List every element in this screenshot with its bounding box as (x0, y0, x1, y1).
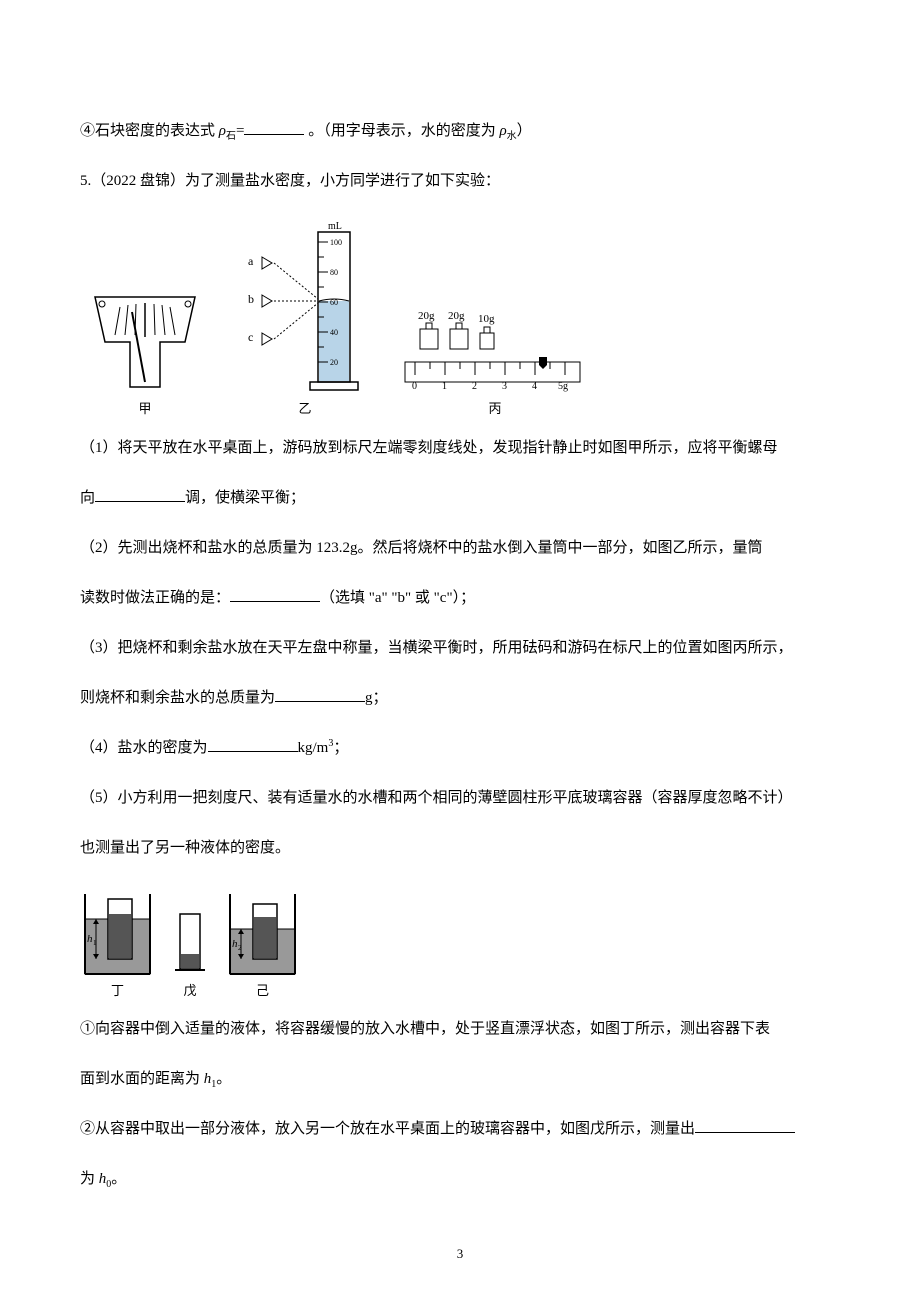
eye-c: c (248, 330, 253, 344)
q5-heading: 5.（2022 盘锦）为了测量盐水密度，小方同学进行了如下实验： (80, 160, 840, 202)
figure-jia: 甲 (80, 287, 210, 417)
p3b-suffix: g； (365, 690, 388, 706)
figure-row-1: 甲 a b c mL 100 80 60 40 20 (80, 217, 840, 417)
svg-text:80: 80 (330, 268, 338, 277)
q4-4-close: ） (517, 123, 532, 139)
label-yi: 乙 (240, 401, 370, 417)
label-jia: 甲 (80, 401, 210, 417)
p1b-suffix: 调，使横梁平衡； (185, 490, 305, 506)
svg-text:1: 1 (93, 939, 97, 947)
svg-text:60: 60 (330, 298, 338, 307)
page-number: 3 (457, 1236, 464, 1272)
rho-water: ρ (499, 123, 506, 139)
q5-p4: （4）盐水的密度为kg/m3； (80, 727, 840, 769)
figure-ji: h 2 己 (225, 884, 300, 999)
blank-direction[interactable] (95, 484, 185, 502)
figure-wu: 戊 (170, 884, 210, 999)
wu-svg (170, 884, 210, 979)
cyl-unit: mL (328, 221, 342, 232)
figure-ding: h 1 丁 (80, 884, 155, 999)
svg-text:10g: 10g (478, 313, 495, 325)
q5-step1b: 面到水面的距离为 h1。 (80, 1058, 840, 1100)
q4-item4: ④石块密度的表达式 ρ石= 。（用字母表示，水的密度为 ρ水） (80, 110, 840, 152)
q5-step2b: 为 h0。 (80, 1158, 840, 1200)
q4-4-suffix: 。（用字母表示，水的密度为 (308, 123, 496, 139)
figure-row-2: h 1 丁 戊 h 2 己 (80, 884, 840, 999)
figure-yi: a b c mL 100 80 60 40 20 (240, 217, 370, 417)
svg-text:4: 4 (532, 381, 537, 392)
p4-unit: kg/m (298, 740, 329, 756)
equals: = (236, 123, 244, 139)
q5-step2a: ②从容器中取出一部分液体，放入另一个放在水平桌面上的玻璃容器中，如图戊所示，测量… (80, 1108, 840, 1150)
svg-text:2: 2 (472, 381, 477, 392)
p2b-suffix: （选填 "a" "b" 或 "c"）； (320, 590, 475, 606)
step2b-prefix: 为 (80, 1171, 99, 1187)
weights-svg: 20g 20g 10g 0 1 2 3 4 5g (400, 307, 590, 397)
svg-text:40: 40 (330, 328, 338, 337)
p4-suffix: ； (333, 740, 348, 756)
q5-p2a: （2）先测出烧杯和盐水的总质量为 123.2g。然后将烧杯中的盐水倒入量筒中一部… (80, 527, 840, 569)
blank-density[interactable] (208, 734, 298, 752)
q4-4-prefix: ④石块密度的表达式 (80, 123, 215, 139)
label-ding: 丁 (80, 983, 155, 999)
svg-text:20g: 20g (448, 310, 465, 322)
step2a-text: ②从容器中取出一部分液体，放入另一个放在水平桌面上的玻璃容器中，如图戊所示，测量… (80, 1121, 695, 1137)
label-ji: 己 (225, 983, 300, 999)
label-bing: 丙 (400, 401, 590, 417)
svg-text:100: 100 (330, 238, 342, 247)
eye-a: a (248, 254, 254, 268)
p4-prefix: （4）盐水的密度为 (80, 740, 208, 756)
blank-measure[interactable] (695, 1115, 795, 1133)
q5-p3b: 则烧杯和剩余盐水的总质量为 g； (80, 677, 840, 719)
q5-step1a: ①向容器中倒入适量的液体，将容器缓慢的放入水槽中，处于竖直漂浮状态，如图丁所示，… (80, 1008, 840, 1050)
q5-p1b: 向 调，使横梁平衡； (80, 477, 840, 519)
rho-stone: ρ (219, 123, 226, 139)
svg-text:1: 1 (442, 381, 447, 392)
p1b-prefix: 向 (80, 490, 95, 506)
q5-p5a: （5）小方利用一把刻度尺、装有适量水的水槽和两个相同的薄壁圆柱形平底玻璃容器（容… (80, 777, 840, 819)
p3b-prefix: 则烧杯和剩余盐水的总质量为 (80, 690, 275, 706)
blank-eye[interactable] (230, 584, 320, 602)
q5-p5b: 也测量出了另一种液体的密度。 (80, 827, 840, 869)
ji-svg: h 2 (225, 884, 300, 979)
rho-water-sub: 水 (507, 131, 517, 142)
q5-p2b: 读数时做法正确的是： （选填 "a" "b" 或 "c"）； (80, 577, 840, 619)
svg-text:5g: 5g (558, 381, 568, 392)
figure-bing: 20g 20g 10g 0 1 2 3 4 5g 丙 (400, 307, 590, 417)
step1b-suffix: 。 (216, 1071, 231, 1087)
step2b-suffix: 。 (111, 1171, 126, 1187)
svg-text:2: 2 (238, 944, 242, 952)
q5-p1a: （1）将天平放在水平桌面上，游码放到标尺左端零刻度线处，发现指针静止时如图甲所示… (80, 427, 840, 469)
step1b-prefix: 面到水面的距离为 (80, 1071, 204, 1087)
svg-text:0: 0 (412, 381, 417, 392)
eye-b: b (248, 292, 254, 306)
p2b-prefix: 读数时做法正确的是： (80, 590, 230, 606)
ding-svg: h 1 (80, 884, 155, 979)
cylinder-svg: a b c mL 100 80 60 40 20 (240, 217, 370, 397)
rho-stone-sub: 石 (226, 131, 236, 142)
balance-svg (80, 287, 210, 397)
svg-text:3: 3 (502, 381, 507, 392)
svg-text:20g: 20g (418, 310, 435, 322)
blank-mass[interactable] (275, 684, 365, 702)
label-wu: 戊 (170, 983, 210, 999)
blank-rho[interactable] (244, 117, 304, 135)
svg-text:20: 20 (330, 358, 338, 367)
q5-p3a: （3）把烧杯和剩余盐水放在天平左盘中称量，当横梁平衡时，所用砝码和游码在标尺上的… (80, 627, 840, 669)
